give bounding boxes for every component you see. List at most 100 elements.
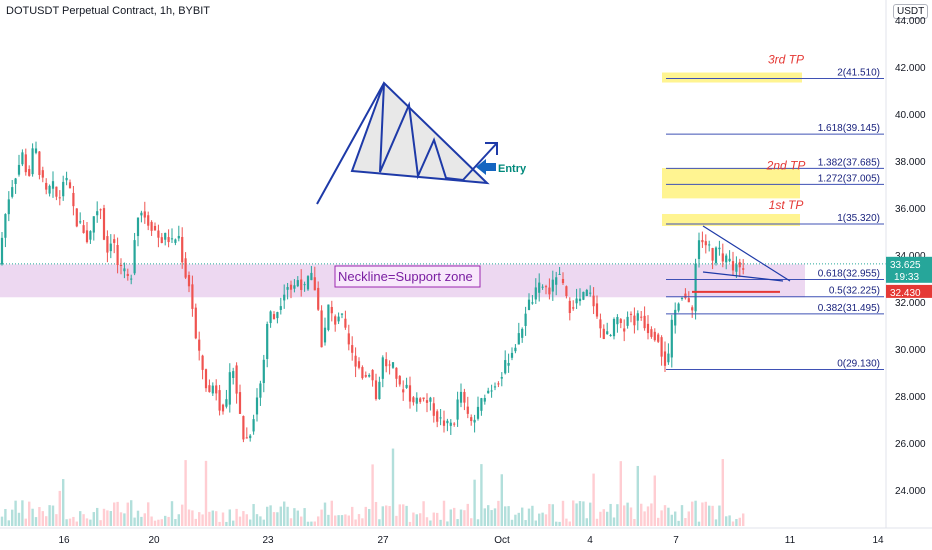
neckline-label: Neckline=Support zone [338,269,473,284]
volume-bar [398,504,401,526]
pattern-zigzag [316,82,498,205]
candle-body [62,181,65,197]
volume-bar [582,501,585,526]
candle-body [323,327,327,343]
volume-bar [473,479,476,526]
x-tick-label: 20 [148,535,160,546]
volume-bar [62,479,65,526]
candle-body [463,391,466,403]
candle-body [266,323,269,359]
candle-body [92,216,95,233]
breakout-arrow-head [485,142,498,155]
candle-body [269,311,272,324]
volume-bar [524,520,527,526]
volume-bar [327,514,330,526]
candle-body [262,359,265,384]
candle-body [133,240,136,274]
x-tick-label: 14 [872,535,884,546]
volume-bar [684,518,687,526]
volume-bar [126,502,129,526]
candle-body [510,352,514,358]
candle-body [296,280,299,287]
candle-body [306,276,310,290]
y-tick-label: 26.000 [895,439,926,450]
candle-body [704,241,707,246]
price-tag-label: 33.625 [890,260,921,271]
volume-bar [181,504,184,526]
candle-body [286,287,289,290]
y-tick-label: 32.000 [895,298,926,309]
triangle-pattern [350,81,490,185]
volume-bar [218,521,221,526]
volume-bar [317,516,320,526]
candle-body [541,286,544,288]
candle-body [422,397,425,400]
candle-body [391,362,395,368]
volume-bar [102,508,106,526]
candle-body [252,419,255,432]
volume-bar [113,502,116,526]
volume-bar [48,505,51,526]
candles [0,141,745,443]
candle-body [667,353,670,363]
candle-body [381,357,384,379]
volume-bar [351,506,354,526]
volume-bar [89,519,92,526]
candle-body [507,362,510,366]
currency-badge[interactable]: USDT [893,4,929,19]
candle-body [595,303,599,317]
volume-bar [633,519,636,526]
candle-body [153,225,157,231]
candle-body [194,307,197,339]
candle-body [238,392,242,414]
volume-bar [694,500,697,526]
volume-bar [412,512,415,526]
candle-body [58,197,61,199]
x-tick-label: 4 [587,535,593,546]
volume-bar [296,510,299,526]
fib-label: 1.618(39.145) [818,123,880,134]
candle-body [157,230,160,238]
x-tick-label: 27 [377,535,389,546]
volume-bar [164,515,167,526]
candle-body [164,232,167,240]
volume-bar [544,514,548,526]
candle-body [344,318,347,328]
volume-bar [245,514,248,526]
volume-bar [521,507,524,526]
volume-bar [187,509,191,526]
candle-body [599,319,602,329]
volume-bar [558,521,561,526]
volume-bar [41,511,44,526]
candle-body [568,300,571,314]
volume-bar [194,518,197,526]
volume-bar [480,464,483,526]
tp-label: 1st TP [769,198,804,212]
volume-bar [130,500,133,526]
volume-bar [538,513,541,526]
volume-bar [235,508,238,526]
volume-bar [449,509,452,526]
candle-body [711,248,714,261]
candle-body [592,295,595,307]
volume-bar [208,511,211,526]
volume-bar [504,506,507,526]
candle-body [143,211,146,218]
volume-bar [79,511,82,526]
candle-body [167,237,170,243]
tp-label: 2nd TP [766,158,806,172]
volume-bar [408,521,412,526]
candle-body [181,236,184,263]
candle-body [279,306,282,310]
candle-body [742,268,745,270]
x-tick-label: 11 [785,535,796,546]
volume-bar [157,519,160,526]
candle-body [300,279,303,291]
volume-bar [136,510,140,526]
neckline-label-box [334,265,481,288]
candle-body [561,278,565,284]
volume-bar [568,521,571,526]
volume-bar [85,518,89,526]
volume-bar [364,506,367,526]
